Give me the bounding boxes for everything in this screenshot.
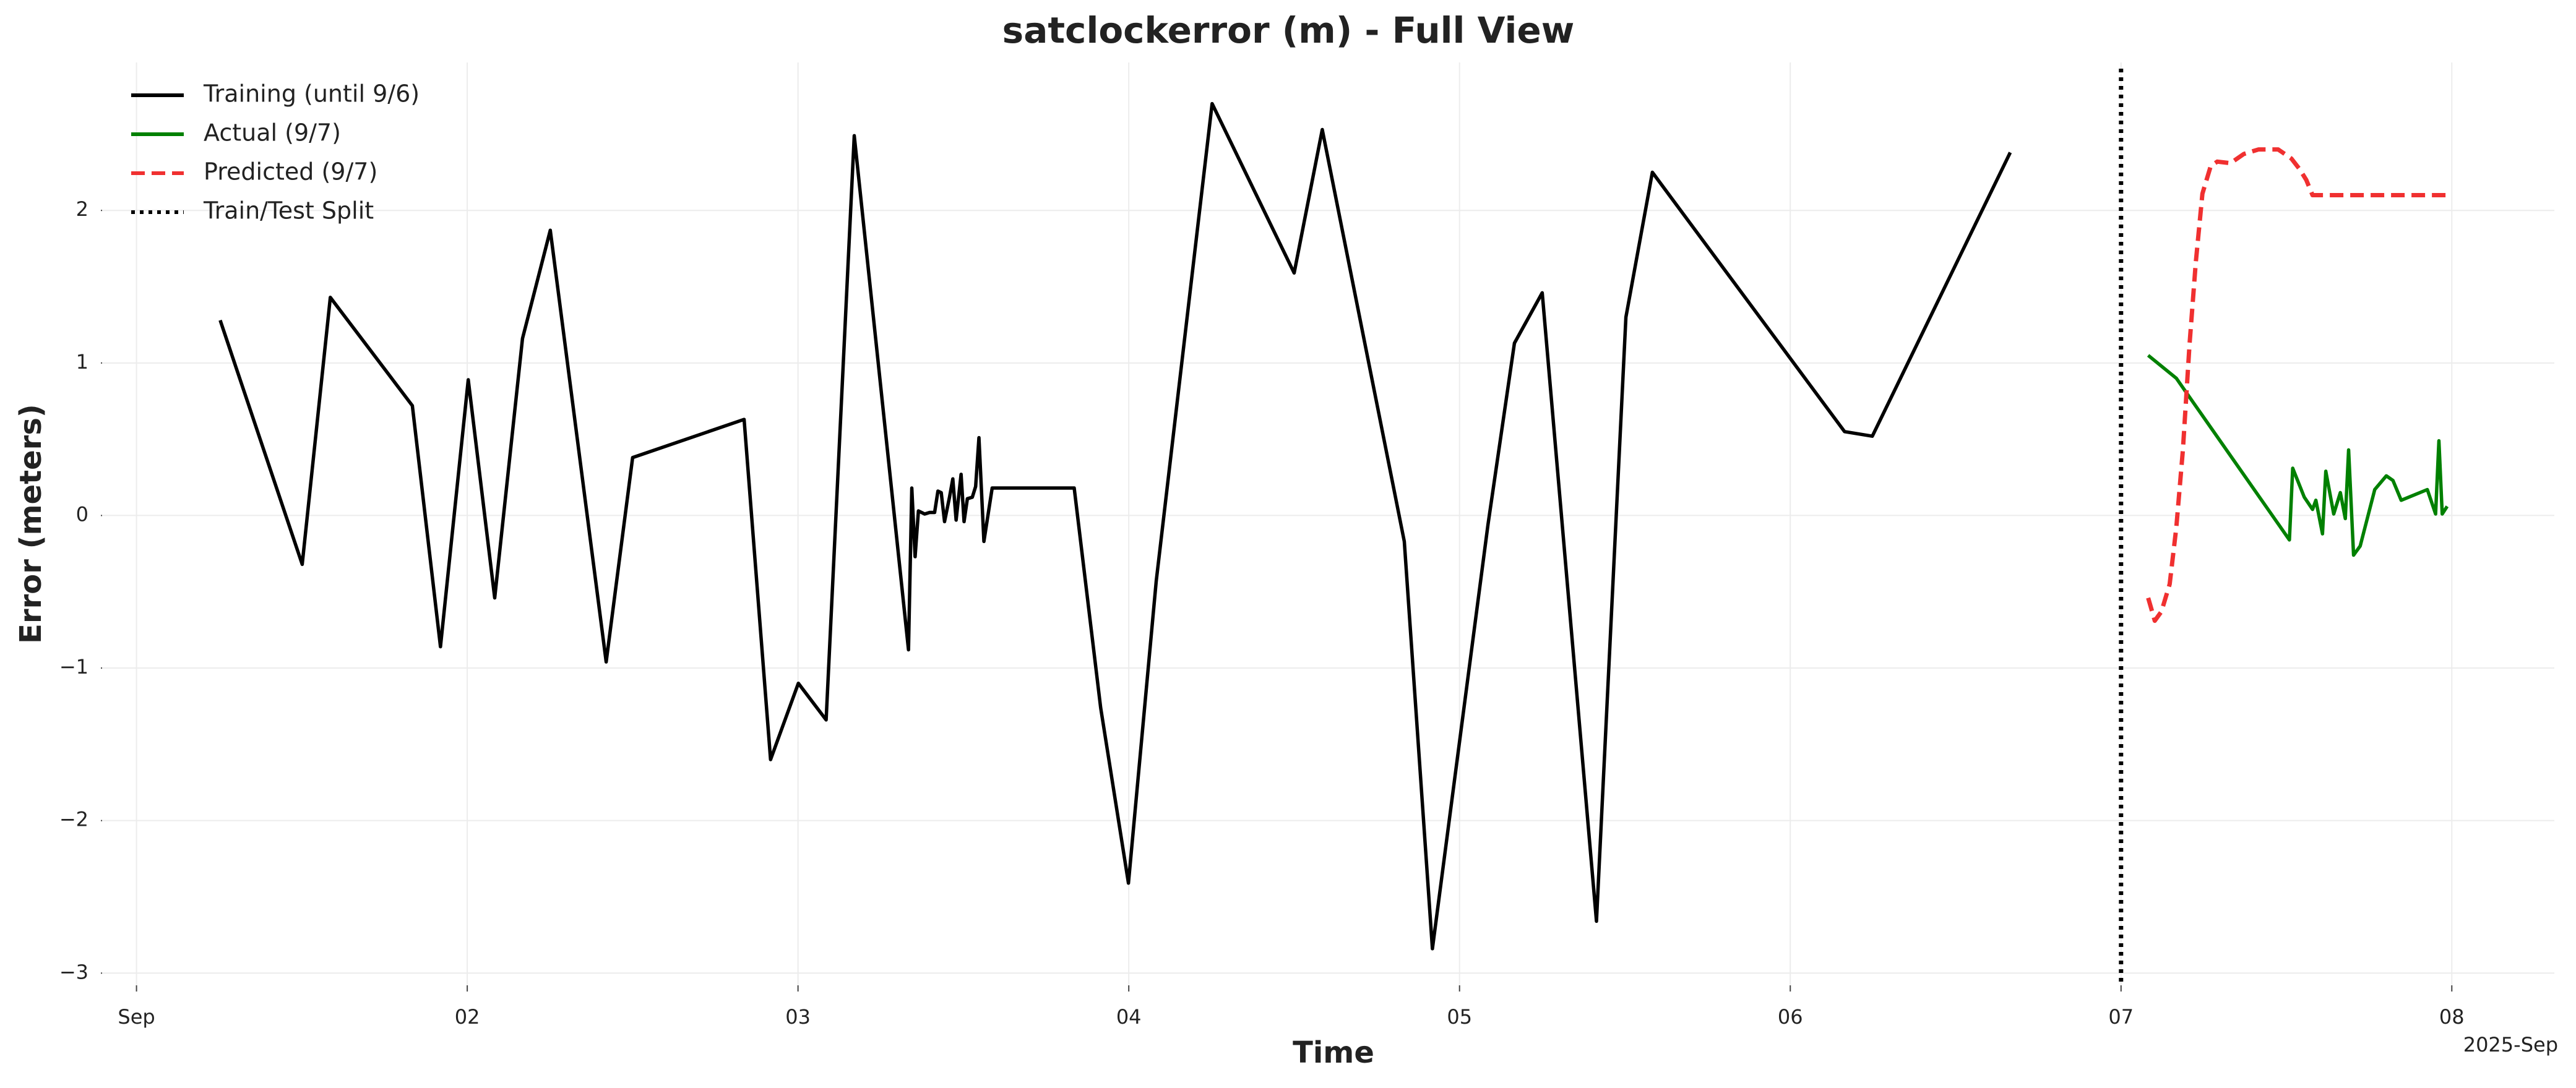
- line-series: [2147, 354, 2449, 557]
- legend-label: Actual (9/7): [204, 119, 341, 147]
- x-tick-label: 02: [455, 1005, 480, 1029]
- line-series: [2146, 147, 2449, 623]
- x-tick-label: 06: [1778, 1005, 1803, 1029]
- y-tick-label: −3: [59, 960, 88, 983]
- x-tick-label: 07: [2108, 1005, 2134, 1029]
- y-tick-label: −2: [59, 808, 88, 831]
- y-tick-label: 0: [76, 502, 88, 526]
- x-tick-label: 05: [1447, 1005, 1472, 1029]
- y-tick-label: −1: [59, 655, 88, 679]
- legend-label: Predicted (9/7): [204, 158, 377, 186]
- line-series: [218, 101, 2012, 951]
- y-axis-label: Error (meters): [14, 404, 48, 644]
- y-tick-label: 1: [76, 350, 88, 374]
- y-tick-label: 2: [76, 197, 88, 221]
- x-tick-label: 04: [1116, 1005, 1142, 1029]
- legend-label: Training (until 9/6): [203, 80, 420, 108]
- legend-label: Train/Test Split: [203, 197, 374, 225]
- x-offset-label: 2025-Sep: [2463, 1033, 2558, 1056]
- chart-title: satclockerror (m) - Full View: [1002, 9, 1575, 51]
- x-axis-label: Time: [1293, 1035, 1374, 1070]
- x-tick-label: Sep: [118, 1005, 155, 1029]
- x-tick-label: 08: [2439, 1005, 2465, 1029]
- x-tick-label: 03: [785, 1005, 811, 1029]
